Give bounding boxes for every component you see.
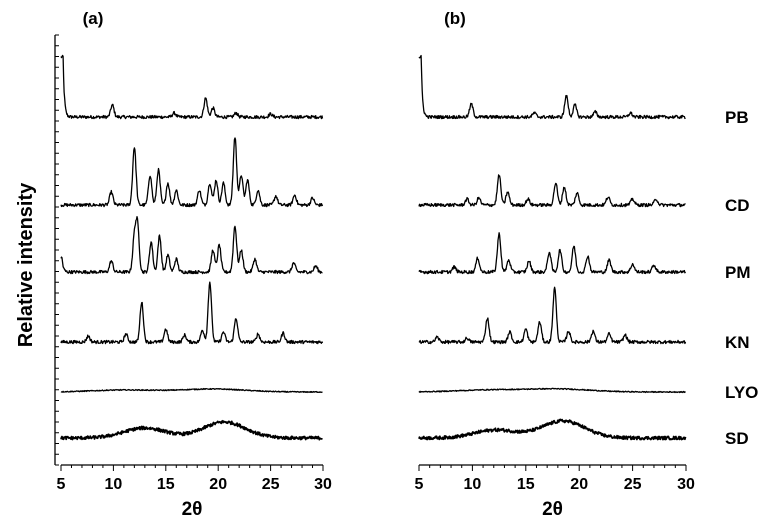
series-line-pb <box>418 54 686 120</box>
x-tick-label: 5 <box>415 476 424 493</box>
x-tick-label: 15 <box>157 476 175 493</box>
series-label-pb: PB <box>725 108 749 127</box>
panel-label: (a) <box>83 9 104 28</box>
series-line-pm <box>60 216 323 275</box>
x-tick-label: 20 <box>570 476 588 493</box>
x-tick-label: 20 <box>209 476 227 493</box>
series-line-lyo <box>60 387 323 394</box>
x-tick-label: 25 <box>262 476 280 493</box>
x-tick-label: 15 <box>517 476 535 493</box>
series-label-cd: CD <box>725 196 750 215</box>
series-labels: PB CD PM KN LYO SD <box>725 108 758 448</box>
series-label-pm: PM <box>725 263 751 282</box>
x-tick-label: 10 <box>464 476 482 493</box>
series-line-kn <box>60 281 324 345</box>
series-label-sd: SD <box>725 429 749 448</box>
y-axis-title: Relative intensity <box>15 182 37 347</box>
series-line-cd <box>418 174 686 208</box>
x-axis-title: 2θ <box>182 499 203 517</box>
panel-a: (a) 5 10 15 20 25 30 2θ <box>54 9 332 517</box>
x-axis-title: 2θ <box>542 499 563 517</box>
x-tick-label: 30 <box>677 476 695 493</box>
x-tick-label: 25 <box>624 476 642 493</box>
x-tick-label: 5 <box>57 476 66 493</box>
y-axis-title-group: Relative intensity <box>15 182 37 347</box>
series-line-kn <box>418 286 687 345</box>
x-tick-label: 10 <box>105 476 123 493</box>
series-line-pm <box>418 232 687 275</box>
panel-label: (b) <box>444 9 466 28</box>
panel-b: (b) 5 10 15 20 25 30 2θ <box>415 9 695 517</box>
series-line-cd <box>60 137 324 208</box>
series-line-pb <box>60 54 324 120</box>
series-line-lyo <box>418 387 686 394</box>
series-line-sd <box>60 419 323 441</box>
x-tick-label: 30 <box>314 476 332 493</box>
series-label-kn: KN <box>725 333 750 352</box>
series-line-sd <box>418 418 687 441</box>
series-label-lyo: LYO <box>725 383 758 402</box>
